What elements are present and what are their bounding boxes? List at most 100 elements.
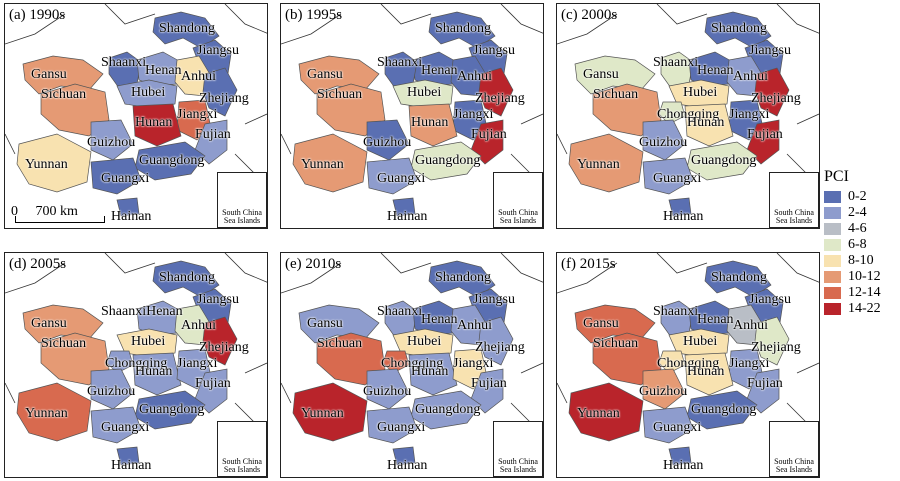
province-region (392, 79, 454, 109)
province-region (470, 368, 504, 414)
province-label: Hunan (411, 115, 449, 130)
province-label: Hubei (407, 85, 442, 100)
pci-legend: PCI 0-2 2-4 4-6 6-8 8-10 10-12 12-14 14-22 (824, 168, 898, 317)
province-label: Hubei (407, 334, 442, 349)
province-label: Chongqing (657, 356, 720, 371)
province-region (470, 119, 504, 165)
province-label: Hunan (135, 115, 173, 130)
province-label: Zhejiang (475, 340, 525, 355)
province-label: Jiangxi (177, 107, 218, 122)
legend-item: 12-14 (824, 285, 898, 301)
province-label: Hainan (387, 458, 428, 473)
legend-swatch (824, 271, 841, 283)
legend-label: 0-2 (848, 189, 867, 204)
province-label: Fujian (747, 127, 783, 142)
province-label: Hubei (683, 334, 718, 349)
neighbour-boundaries (557, 4, 819, 175)
province-region (366, 119, 410, 161)
province-label: Gansu (307, 67, 343, 82)
province-label: Fujian (747, 376, 783, 391)
panel-title: (e) 2010s (285, 256, 342, 272)
neighbour-boundaries (281, 253, 543, 424)
province-label: Jiangsu (749, 292, 791, 307)
province-label: Hainan (111, 458, 152, 473)
province-label: Guizhou (87, 135, 136, 150)
province-label: Hainan (663, 209, 704, 224)
province-label: Hunan (687, 364, 725, 379)
province-label: Hainan (387, 209, 428, 224)
province-label: Guangdong (139, 153, 205, 168)
province-label: Henan (697, 312, 734, 327)
map-2010s (281, 253, 543, 466)
province-region (132, 352, 182, 396)
province-label: Shandong (711, 270, 767, 285)
province-label: Shandong (435, 270, 491, 285)
legend-swatch (824, 207, 841, 219)
province-label: Sichuan (317, 336, 363, 351)
south-china-sea-inset: South China Sea Islands (493, 172, 543, 228)
province-label: Zhejiang (199, 91, 249, 106)
map-2005s (5, 253, 267, 466)
province-region (668, 197, 692, 217)
province-region (132, 103, 182, 147)
province-label: Guangdong (415, 402, 481, 417)
neighbour-boundaries (557, 253, 819, 424)
province-label: Guangdong (691, 402, 757, 417)
province-label: Jiangsu (749, 43, 791, 58)
province-region (392, 197, 416, 217)
province-label: Hainan (663, 458, 704, 473)
province-label: Hubei (683, 85, 718, 100)
province-region (366, 368, 410, 410)
province-label: Jiangsu (473, 292, 515, 307)
neighbour-boundaries (281, 4, 543, 175)
map-1995s (281, 4, 543, 217)
province-label: Shandong (159, 270, 215, 285)
province-label: Hubei (131, 85, 166, 100)
province-region (292, 382, 368, 442)
legend-swatch (824, 255, 841, 267)
legend-item: 10-12 (824, 269, 898, 285)
legend-swatch (824, 239, 841, 251)
legend-title: PCI (824, 168, 849, 185)
province-region (366, 157, 418, 195)
scale-bar-label: 0 700 km (11, 204, 78, 219)
province-label: Yunnan (25, 406, 68, 421)
province-label: Anhui (181, 318, 216, 333)
map-panel-2015s: (f) 2015s Shandong Gansu Shaanxi Henan Jiang… (556, 252, 820, 478)
province-label: Fujian (195, 127, 231, 142)
province-label: Fujian (471, 127, 507, 142)
province-region (642, 157, 694, 195)
province-label: Jiangsu (197, 292, 239, 307)
province-label: Anhui (733, 318, 768, 333)
province-label: Hunan (135, 364, 173, 379)
province-label: Henan (421, 63, 458, 78)
province-region (746, 119, 780, 165)
neighbour-boundaries (5, 253, 267, 424)
province-label: Guizhou (363, 384, 412, 399)
province-label: Yunnan (301, 406, 344, 421)
province-label: Jiangxi (453, 356, 494, 371)
province-label: Yunnan (577, 157, 620, 172)
province-region (116, 197, 140, 217)
map-1990s (5, 4, 267, 217)
province-label: Henan (145, 63, 182, 78)
province-region (658, 101, 686, 125)
province-region (642, 119, 686, 161)
province-label: Gansu (31, 316, 67, 331)
province-region (106, 350, 134, 374)
province-label: Shaanxi (377, 55, 423, 70)
legend-item: 6-8 (824, 237, 898, 253)
province-region (90, 119, 134, 161)
province-region (668, 446, 692, 466)
province-label: Zhejiang (751, 340, 801, 355)
province-label: Henan (421, 312, 458, 327)
province-label: Yunnan (577, 406, 620, 421)
legend-swatch (824, 303, 841, 315)
south-china-sea-inset: South China Sea Islands (493, 421, 543, 477)
south-china-sea-inset: South China Sea Islands (769, 421, 819, 477)
legend-item: 0-2 (824, 189, 898, 205)
panel-title: (d) 2005s (9, 256, 67, 272)
province-label: Shandong (435, 21, 491, 36)
province-label: Zhejiang (751, 91, 801, 106)
province-label: Chongqing (381, 356, 444, 371)
